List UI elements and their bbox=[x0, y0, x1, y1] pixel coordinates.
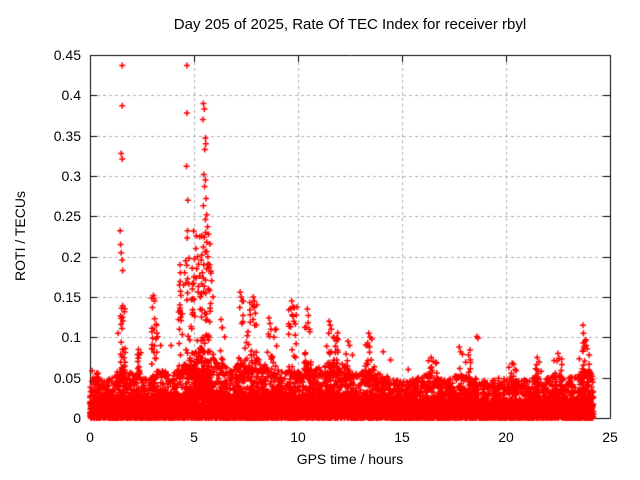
y-tick-label: 0.3 bbox=[61, 168, 81, 184]
x-tick-label: 5 bbox=[190, 429, 198, 445]
y-axis-label: ROTI / TECUs bbox=[12, 191, 28, 281]
y-tick-label: 0.45 bbox=[53, 47, 81, 63]
y-tick-label: 0.1 bbox=[61, 329, 81, 346]
y-tick-label: 0.25 bbox=[53, 208, 81, 225]
x-tick-label: 0 bbox=[86, 429, 94, 445]
y-tick-label: 0.35 bbox=[53, 127, 81, 144]
y-tick-label: 0.4 bbox=[61, 87, 81, 104]
y-tick-label: 0.15 bbox=[53, 289, 81, 305]
x-tick-label: 20 bbox=[498, 429, 514, 445]
y-tick-label: 0.2 bbox=[61, 248, 81, 265]
x-tick-label: 25 bbox=[602, 429, 618, 445]
x-tick-label: 10 bbox=[290, 429, 306, 445]
chart-title: Day 205 of 2025, Rate Of TEC Index for r… bbox=[173, 16, 527, 33]
x-axis-label: GPS time / hours bbox=[296, 451, 404, 467]
y-tick-label: 0.05 bbox=[53, 369, 81, 386]
x-tick-label: 15 bbox=[394, 429, 410, 445]
y-tick-label: 0 bbox=[73, 410, 81, 426]
